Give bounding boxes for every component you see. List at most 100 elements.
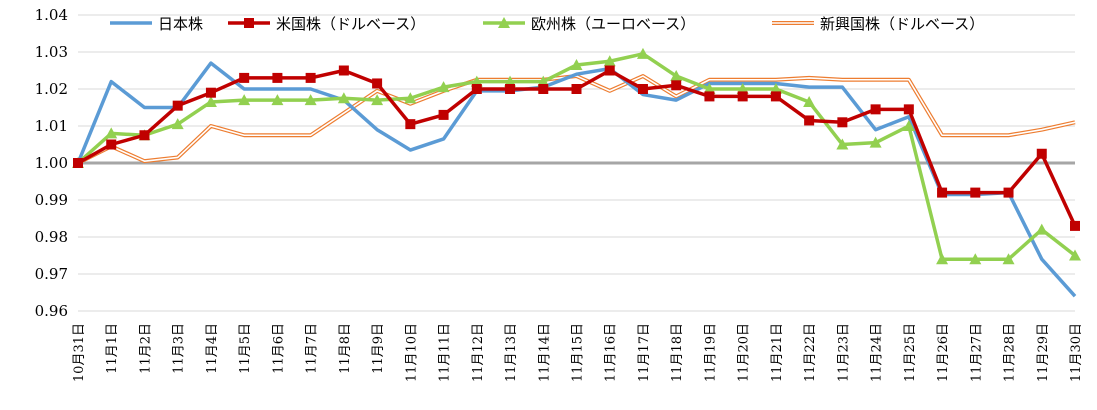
data-point-europe <box>670 70 683 82</box>
data-point-europe <box>204 95 217 107</box>
legend-label: 欧州株（ユーロベース） <box>531 15 695 33</box>
x-tick-label: 11月26日 <box>936 323 951 382</box>
x-tick-label: 11月22日 <box>803 323 818 382</box>
x-tick-label: 11月7日 <box>305 323 320 374</box>
data-point-us <box>970 187 981 198</box>
data-point-europe <box>504 75 517 87</box>
data-point-europe <box>238 94 251 106</box>
x-tick-label: 11月8日 <box>338 323 353 374</box>
data-point-europe <box>703 83 716 94</box>
data-point-europe <box>803 95 816 107</box>
y-tick-label: 1.01 <box>35 117 68 135</box>
y-tick-label: 1.04 <box>35 6 68 24</box>
data-point-us <box>737 91 748 102</box>
data-point-us <box>671 80 682 91</box>
legend-label: 日本株 <box>158 15 203 33</box>
x-tick-label: 11月5日 <box>238 323 253 374</box>
legend: 日本株 米国株（ドルベース） 欧州株（ユーロベース） 新興国株（ドルベース） <box>110 15 984 33</box>
legend-marker <box>498 17 510 28</box>
data-point-europe <box>836 138 849 150</box>
series-line-0 <box>76 61 1077 298</box>
data-point-us <box>1070 220 1080 231</box>
data-point-europe <box>337 92 350 104</box>
data-point-europe <box>769 83 782 94</box>
data-point-europe <box>1069 249 1081 261</box>
data-point-us <box>139 130 150 141</box>
y-tick-label: 0.99 <box>35 191 68 209</box>
data-point-europe <box>936 253 949 265</box>
x-tick-label: 11月27日 <box>969 323 984 382</box>
x-tick-label: 11月16日 <box>604 323 619 382</box>
x-tick-label: 11月30日 <box>1069 323 1084 382</box>
x-tick-label: 11月6日 <box>271 323 286 374</box>
y-axis: 0.96 0.97 0.98 0.99 1.00 1.01 1.02 1.03 1.04 <box>35 6 68 320</box>
x-tick-label: 11月25日 <box>903 323 918 382</box>
data-point-us <box>73 158 83 168</box>
x-tick-label: 11月2日 <box>138 323 153 374</box>
data-point-europe <box>969 253 982 265</box>
data-point-us <box>837 117 848 128</box>
x-tick-label: 11月15日 <box>571 323 586 382</box>
x-tick-label: 11月17日 <box>637 323 652 382</box>
data-point-us <box>704 91 715 102</box>
legend-marker <box>244 18 254 28</box>
x-tick-label: 11月23日 <box>836 323 851 382</box>
y-tick-label: 0.96 <box>35 302 68 320</box>
data-point-us <box>471 84 482 94</box>
x-tick-label: 11月24日 <box>870 323 885 382</box>
x-tick-label: 11月13日 <box>504 323 519 382</box>
data-point-us <box>505 84 516 94</box>
data-point-europe <box>537 75 550 87</box>
data-point-us <box>205 87 216 98</box>
x-tick-label: 11月1日 <box>105 323 120 374</box>
data-point-us <box>937 187 948 198</box>
data-point-us <box>571 84 582 94</box>
data-point-us <box>106 139 117 150</box>
y-tick-label: 1.00 <box>35 154 68 172</box>
legend-item: 米国株（ドルベース） <box>228 15 425 33</box>
data-point-us <box>272 72 283 83</box>
series-lines <box>72 47 1081 298</box>
data-point-europe <box>304 94 317 106</box>
data-point-europe <box>902 120 915 131</box>
data-point-europe <box>869 136 882 148</box>
legend-label: 新興国株（ドルベース） <box>820 15 984 33</box>
x-tick-label: 10月31日 <box>72 323 87 382</box>
legend-item: 新興国株（ドルベース） <box>772 15 984 33</box>
data-point-europe <box>404 92 417 104</box>
data-point-europe <box>603 55 616 67</box>
data-point-us <box>870 104 881 115</box>
x-tick-label: 11月4日 <box>205 323 220 374</box>
data-point-us <box>770 91 781 102</box>
data-point-us <box>405 119 416 130</box>
x-tick-label: 11月9日 <box>371 323 386 374</box>
x-tick-label: 11月19日 <box>703 323 718 382</box>
data-point-europe <box>736 83 749 94</box>
x-tick-label: 11月29日 <box>1036 323 1051 382</box>
data-point-europe <box>371 94 384 106</box>
data-point-europe <box>437 81 450 93</box>
legend-item: 欧州株（ユーロベース） <box>483 15 695 33</box>
data-point-us <box>637 84 648 94</box>
data-point-us <box>438 109 449 120</box>
x-axis: 10月31日 11月1日 11月2日 11月3日 11月4日 11月5日 11月6日 11月7… <box>72 323 1084 382</box>
data-point-us <box>538 84 549 94</box>
legend-item: 日本株 <box>110 15 203 33</box>
x-tick-label: 11月3日 <box>172 323 187 374</box>
y-tick-label: 0.97 <box>35 265 68 283</box>
data-point-europe <box>171 118 184 130</box>
x-tick-label: 11月28日 <box>1003 323 1018 382</box>
data-point-us <box>305 72 316 83</box>
data-point-us <box>239 72 250 83</box>
data-point-europe <box>105 127 118 139</box>
data-point-us <box>604 65 615 76</box>
data-point-europe <box>1002 253 1015 265</box>
x-tick-label: 11月10日 <box>404 323 419 382</box>
data-point-us <box>372 78 383 89</box>
data-point-europe <box>470 75 483 87</box>
y-tick-label: 0.98 <box>35 228 68 246</box>
legend-label: 米国株（ドルベース） <box>276 15 425 33</box>
data-point-us <box>1036 148 1047 159</box>
